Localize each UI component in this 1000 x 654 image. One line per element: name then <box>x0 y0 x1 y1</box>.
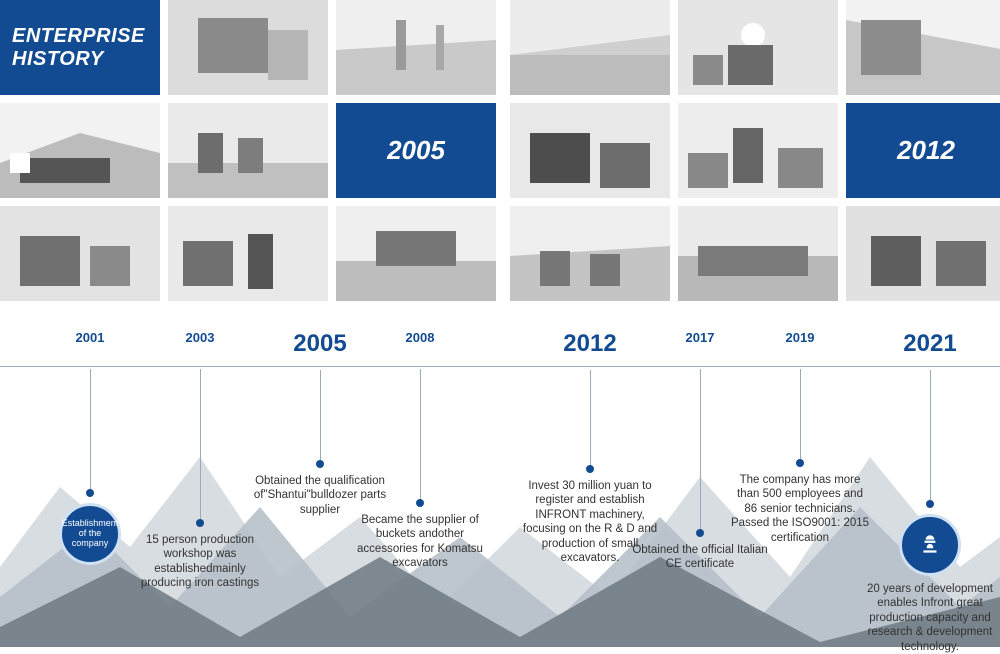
photo <box>168 206 328 301</box>
timeline-dot <box>196 519 204 527</box>
highlight-year-right-text: 2012 <box>897 135 955 166</box>
timeline-stem <box>930 370 931 500</box>
timeline-year: 2019 <box>730 330 870 345</box>
photo <box>336 206 496 301</box>
timeline: 2001 Establishmentof thecompany 2003 15 per… <box>0 330 1000 647</box>
timeline-dot <box>586 465 594 473</box>
highlight-year-left-text: 2005 <box>387 135 445 166</box>
milestone-badge-icon <box>899 514 961 576</box>
timeline-desc: The company has more than 500 employees … <box>730 473 870 545</box>
timeline-node-2019: 2019 The company has more than 500 employ… <box>730 330 870 545</box>
photo <box>678 103 838 198</box>
timeline-stem <box>420 369 421 499</box>
header-title-line2: HISTORY <box>12 48 160 71</box>
timeline-node-2008: 2008 Became the supplier of buckets andot… <box>350 330 490 571</box>
header-title-line1: ENTERPRISE <box>12 25 160 48</box>
timeline-stem <box>90 369 91 489</box>
timeline-node-2001: 2001 Establishmentof thecompany <box>59 330 121 565</box>
photo <box>336 0 496 95</box>
timeline-desc: Became the supplier of buckets andother … <box>350 513 490 571</box>
photo <box>0 103 160 198</box>
photo <box>168 0 328 95</box>
photo <box>510 206 670 301</box>
timeline-dot <box>926 500 934 508</box>
photo <box>846 206 1000 301</box>
timeline-stem <box>590 370 591 465</box>
timeline-dot <box>86 489 94 497</box>
highlight-year-right: 2012 <box>846 103 1000 198</box>
timeline-stem <box>200 369 201 519</box>
highlight-year-left: 2005 <box>336 103 496 198</box>
photo <box>846 0 1000 95</box>
milestone-badge-text: Establishmentof thecompany <box>59 503 121 565</box>
timeline-desc: 15 person production workshop was establ… <box>130 533 270 591</box>
timeline-node-2003: 2003 15 person production workshop was es… <box>130 330 270 591</box>
timeline-desc: 20 years of development enables Infront … <box>860 582 1000 654</box>
timeline-dot <box>696 529 704 537</box>
photo <box>168 103 328 198</box>
timeline-dot <box>796 459 804 467</box>
timeline-stem <box>320 370 321 460</box>
timeline-dot <box>316 460 324 468</box>
photo-grid-left: ENTERPRISE HISTORY 2005 <box>0 0 492 301</box>
timeline-year: 2003 <box>130 330 270 345</box>
photo-grid-right: 2012 <box>510 0 1000 301</box>
timeline-stem <box>800 369 801 459</box>
header-title-cell: ENTERPRISE HISTORY <box>0 0 160 95</box>
timeline-year: 2008 <box>350 330 490 345</box>
photo <box>678 0 838 95</box>
photo <box>510 0 670 95</box>
timeline-stem <box>700 369 701 529</box>
timeline-desc: Obtained the official Italian CE certifi… <box>630 543 770 572</box>
photo <box>510 103 670 198</box>
timeline-year: 2001 <box>59 330 121 345</box>
timeline-dot <box>416 499 424 507</box>
timeline-node-2021: 2021 20 years of development enables Infr… <box>860 330 1000 654</box>
photo <box>0 206 160 301</box>
photo <box>678 206 838 301</box>
worker-icon <box>917 532 943 558</box>
timeline-year: 2021 <box>860 330 1000 358</box>
